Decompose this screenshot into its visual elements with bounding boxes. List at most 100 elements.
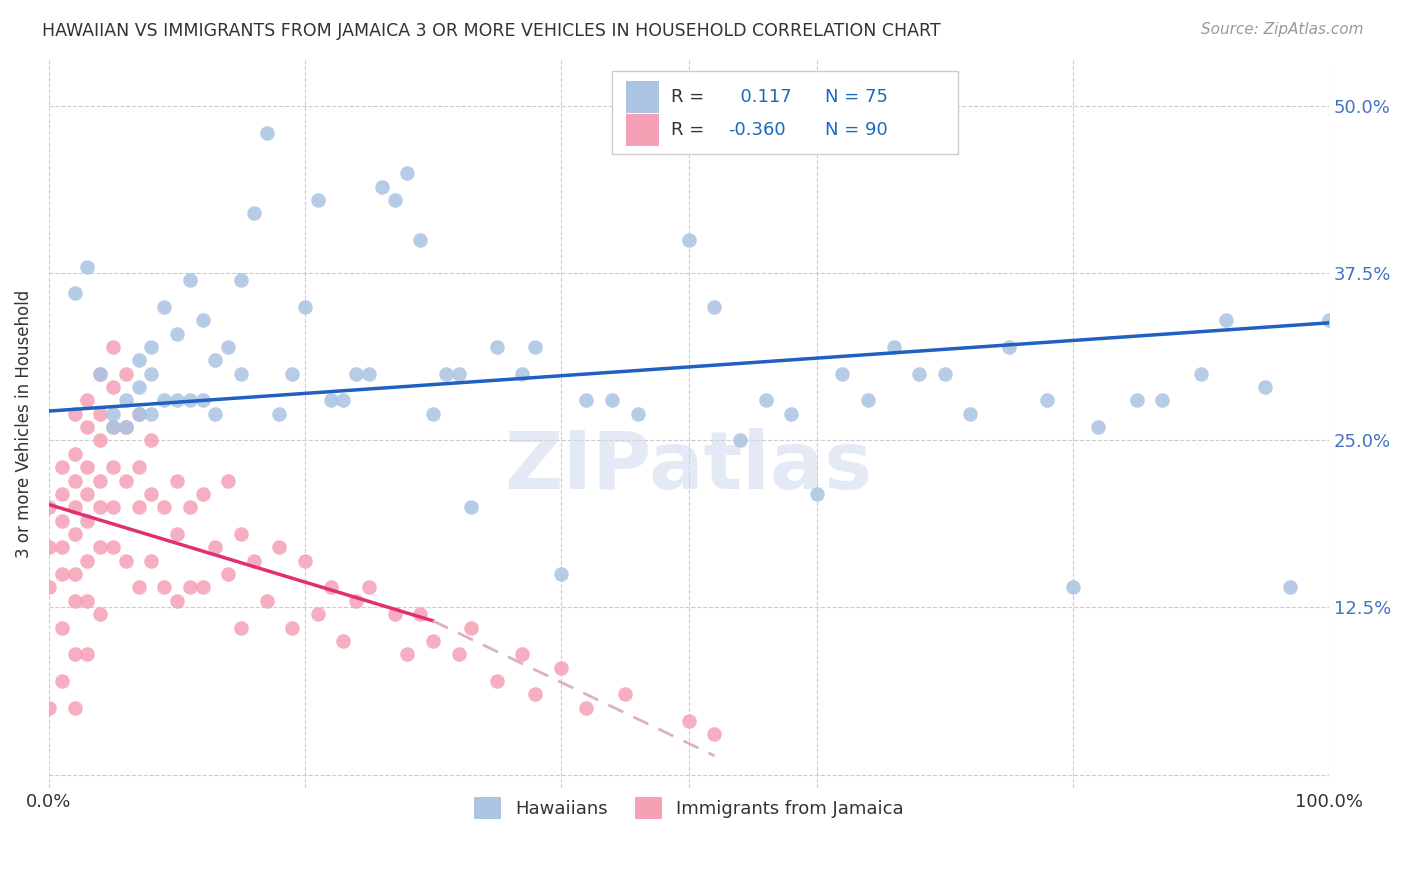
Point — [166, 393, 188, 408]
Point — [51, 460, 73, 475]
Point — [1189, 367, 1212, 381]
Point — [114, 367, 136, 381]
Point — [307, 193, 329, 207]
Point — [575, 700, 598, 714]
Point — [357, 581, 380, 595]
Text: 0.117: 0.117 — [728, 88, 792, 106]
Point — [678, 714, 700, 728]
Point — [76, 514, 98, 528]
Point — [128, 460, 150, 475]
Point — [422, 407, 444, 421]
Point — [370, 179, 392, 194]
Point — [575, 393, 598, 408]
Point — [703, 300, 725, 314]
Point — [63, 500, 86, 515]
Point — [934, 367, 956, 381]
Point — [613, 687, 636, 701]
Point — [204, 407, 226, 421]
Point — [512, 647, 534, 661]
Point — [294, 554, 316, 568]
Point — [63, 567, 86, 582]
Point — [89, 434, 111, 448]
Point — [101, 420, 124, 434]
Point — [307, 607, 329, 622]
Point — [524, 687, 547, 701]
Point — [269, 407, 291, 421]
Point — [229, 620, 252, 634]
Point — [166, 527, 188, 541]
Point — [319, 581, 342, 595]
Point — [114, 420, 136, 434]
Point — [550, 567, 572, 582]
Point — [89, 367, 111, 381]
Point — [89, 541, 111, 555]
Point — [191, 393, 214, 408]
Point — [1317, 313, 1340, 327]
Point — [344, 594, 367, 608]
Point — [1279, 581, 1302, 595]
Point — [191, 581, 214, 595]
Point — [1062, 581, 1084, 595]
Point — [332, 393, 354, 408]
Point — [63, 700, 86, 714]
Point — [229, 367, 252, 381]
Point — [1215, 313, 1237, 327]
Point — [38, 541, 60, 555]
Point — [128, 407, 150, 421]
Point — [256, 126, 278, 140]
Point — [242, 554, 264, 568]
Point — [179, 273, 201, 287]
Point — [101, 420, 124, 434]
Point — [281, 620, 304, 634]
Point — [332, 633, 354, 648]
Point — [396, 166, 419, 180]
Text: R =: R = — [671, 121, 704, 139]
Point — [51, 620, 73, 634]
Point — [217, 567, 239, 582]
Point — [755, 393, 778, 408]
Point — [883, 340, 905, 354]
Point — [396, 647, 419, 661]
Text: Source: ZipAtlas.com: Source: ZipAtlas.com — [1201, 22, 1364, 37]
Point — [141, 340, 163, 354]
Point — [51, 541, 73, 555]
Point — [524, 340, 547, 354]
Point — [357, 367, 380, 381]
Point — [179, 393, 201, 408]
FancyBboxPatch shape — [612, 70, 957, 154]
Point — [652, 99, 675, 113]
Point — [38, 700, 60, 714]
Point — [447, 367, 470, 381]
Point — [1254, 380, 1277, 394]
Point — [101, 541, 124, 555]
Point — [101, 380, 124, 394]
Point — [204, 541, 226, 555]
Point — [76, 393, 98, 408]
Point — [89, 500, 111, 515]
Point — [128, 353, 150, 368]
Point — [242, 206, 264, 220]
Point — [512, 367, 534, 381]
Text: -0.360: -0.360 — [728, 121, 786, 139]
Point — [460, 500, 482, 515]
FancyBboxPatch shape — [626, 114, 659, 146]
Point — [76, 420, 98, 434]
Point — [63, 474, 86, 488]
Point — [409, 233, 432, 247]
Text: N = 90: N = 90 — [824, 121, 887, 139]
Point — [51, 567, 73, 582]
Point — [38, 500, 60, 515]
Point — [434, 367, 457, 381]
Point — [101, 500, 124, 515]
Point — [76, 647, 98, 661]
Point — [51, 514, 73, 528]
Point — [153, 581, 176, 595]
Point — [63, 447, 86, 461]
Point — [204, 353, 226, 368]
Point — [63, 527, 86, 541]
Point — [1152, 393, 1174, 408]
Point — [153, 393, 176, 408]
Point — [998, 340, 1021, 354]
Point — [831, 367, 853, 381]
Point — [89, 474, 111, 488]
